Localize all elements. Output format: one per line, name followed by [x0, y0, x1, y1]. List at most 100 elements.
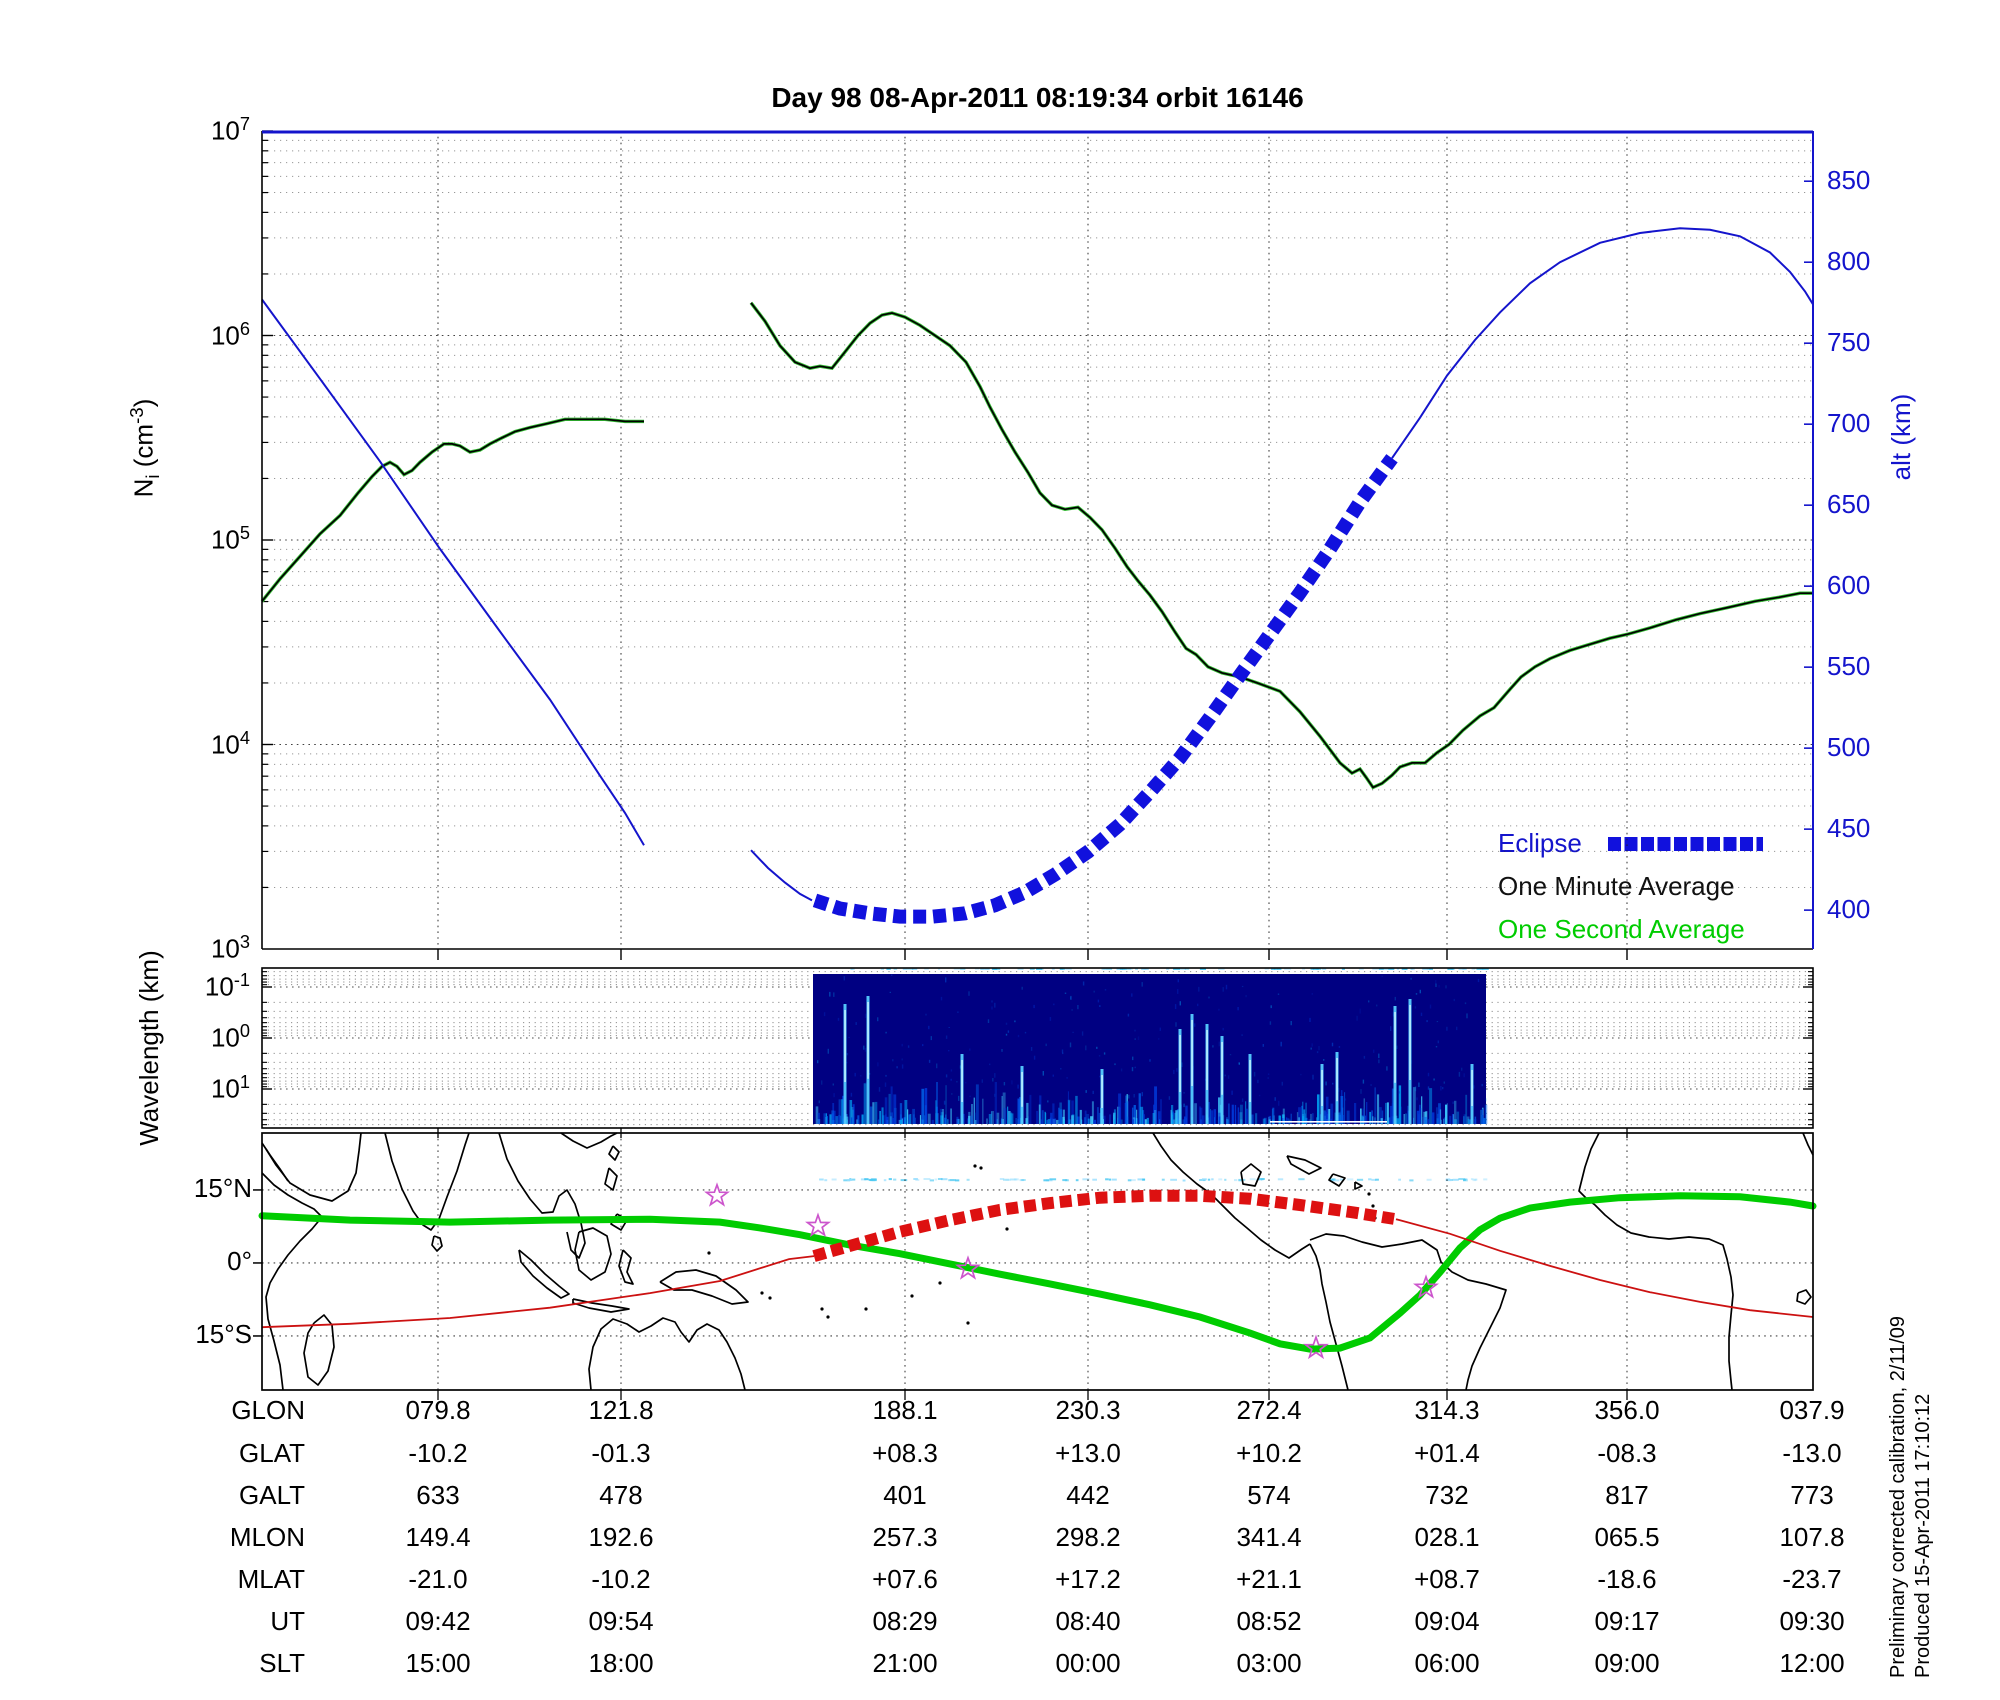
table-MLON-col6: 028.1	[1414, 1522, 1480, 1552]
side-annotations: Preliminary corrected calibration, 2/11/…	[1886, 1246, 1940, 1678]
star-marker	[1413, 1274, 1439, 1299]
lat-tick-15°N: 15°N	[193, 1172, 252, 1203]
table-MLAT-col3: +07.6	[872, 1564, 938, 1594]
table-GLON-col4: 230.3	[1055, 1395, 1121, 1425]
coastline	[1328, 1173, 1346, 1187]
table-SLT-col1: 15:00	[405, 1648, 471, 1678]
table-row-label-SLT: SLT	[259, 1648, 305, 1678]
table-UT-col3: 08:29	[872, 1606, 938, 1636]
legend-one-minute-label: One Minute Average	[1498, 871, 1735, 901]
figure-title: Day 98 08-Apr-2011 08:19:34 orbit 16146	[771, 82, 1304, 113]
table-UT-col7: 09:17	[1594, 1606, 1660, 1636]
density-altitude-svg	[260, 130, 1814, 960]
density-tick-10e7: 107	[210, 114, 250, 146]
star-marker	[805, 1212, 831, 1237]
table-GALT-col2: 478	[599, 1480, 643, 1510]
coastline	[261, 1142, 289, 1182]
coastline	[574, 1227, 612, 1281]
alt-tick-500: 500	[1827, 732, 1871, 763]
coastline	[1286, 1155, 1322, 1175]
coastline	[659, 1269, 749, 1305]
table-GLAT-col3: +08.3	[872, 1438, 938, 1468]
table-GLAT-col6: +01.4	[1414, 1438, 1480, 1468]
alt-tick-600: 600	[1827, 570, 1871, 601]
coastline	[261, 1172, 323, 1391]
coastline	[1309, 1243, 1349, 1391]
coastline	[1152, 1132, 1311, 1259]
table-GLAT-col7: -08.3	[1597, 1438, 1657, 1468]
wavelength-tick-10e1: 101	[210, 1072, 250, 1104]
table-GLAT-col8: -13.0	[1782, 1438, 1842, 1468]
coastline	[1240, 1163, 1262, 1187]
table-UT-col2: 09:54	[588, 1606, 654, 1636]
table-row-label-UT: UT	[270, 1606, 305, 1636]
table-GALT-col4: 442	[1066, 1480, 1110, 1510]
table-GLON-col8: 037.9	[1779, 1395, 1845, 1425]
table-SLT-col6: 06:00	[1414, 1648, 1480, 1678]
table-GLON-col6: 314.3	[1414, 1395, 1480, 1425]
coastline	[1309, 1233, 1507, 1391]
table-GLON-col7: 356.0	[1594, 1395, 1660, 1425]
red-eclipse-track	[812, 1189, 1397, 1262]
table-row-label-MLON: MLON	[229, 1522, 305, 1552]
coastline	[608, 1145, 620, 1161]
produced-note: Produced 15-Apr-2011 17:10:12	[1912, 1393, 1934, 1678]
coastline	[1578, 1132, 1734, 1391]
table-MLAT-col1: -21.0	[408, 1564, 468, 1594]
wavelength-spectrogram	[261, 967, 1815, 1182]
spectrogram-block	[813, 974, 1486, 1124]
legend-one-second-label: One Second Average	[1498, 914, 1745, 944]
coastline	[1802, 1132, 1814, 1156]
table-GALT-col6: 732	[1425, 1480, 1469, 1510]
table-GALT-col5: 574	[1247, 1480, 1291, 1510]
density-tick-10e4: 104	[210, 727, 250, 760]
coastline	[431, 1235, 443, 1252]
table-SLT-col4: 00:00	[1055, 1648, 1121, 1678]
table-MLON-col4: 298.2	[1055, 1522, 1121, 1552]
table-UT-col5: 08:52	[1236, 1606, 1302, 1636]
table-GLON-col5: 272.4	[1236, 1395, 1302, 1425]
table-MLAT-col5: +21.1	[1236, 1564, 1302, 1594]
table-MLON-col1: 149.4	[405, 1522, 471, 1552]
coastline	[618, 1249, 634, 1285]
star-marker	[955, 1255, 981, 1280]
coastline	[265, 1132, 362, 1202]
table-UT-col8: 09:30	[1779, 1606, 1845, 1636]
table-UT-col1: 09:42	[405, 1606, 471, 1636]
coastline	[1796, 1289, 1812, 1305]
density-tick-10e3: 103	[210, 932, 250, 964]
table-row-label-GLON: GLON	[231, 1395, 305, 1425]
coastline	[518, 1249, 570, 1299]
wavelength-tick-10e0: 100	[210, 1021, 250, 1053]
density-tick-10e6: 106	[210, 318, 250, 351]
table-SLT-col3: 21:00	[872, 1648, 938, 1678]
table-MLAT-col4: +17.2	[1055, 1564, 1121, 1594]
table-GALT-col8: 773	[1790, 1480, 1834, 1510]
coastline	[604, 1167, 618, 1191]
calibration-note: Preliminary corrected calibration, 2/11/…	[1887, 1315, 1909, 1678]
coastline	[560, 1132, 618, 1149]
table-row-label-MLAT: MLAT	[237, 1564, 305, 1594]
coastline	[1354, 1181, 1363, 1190]
table-GLAT-col1: -10.2	[408, 1438, 468, 1468]
coastline	[498, 1132, 586, 1259]
alt-tick-800: 800	[1827, 246, 1871, 277]
star-marker	[1303, 1334, 1329, 1360]
table-GLON-col2: 121.8	[588, 1395, 654, 1425]
wavelength-tick-10e-1: 10-1	[204, 970, 250, 1002]
table-GLAT-col4: +13.0	[1055, 1438, 1121, 1468]
alt-tick-650: 650	[1827, 489, 1871, 520]
table-UT-col4: 08:40	[1055, 1606, 1121, 1636]
alt-tick-850: 850	[1827, 165, 1871, 196]
table-MLAT-col2: -10.2	[591, 1564, 651, 1594]
ground-track-map	[253, 1132, 1817, 1404]
red-ground-track	[1395, 1218, 1814, 1318]
altitude-axis-label: alt (km)	[1886, 393, 1916, 481]
white-line-artifact	[1270, 1121, 1387, 1123]
table-MLAT-col6: +08.7	[1414, 1564, 1480, 1594]
table-GALT-col7: 817	[1605, 1480, 1649, 1510]
alt-tick-750: 750	[1827, 327, 1871, 358]
red-ground-track	[261, 1255, 815, 1329]
table-MLON-col8: 107.8	[1779, 1522, 1845, 1552]
table-UT-col6: 09:04	[1414, 1606, 1480, 1636]
